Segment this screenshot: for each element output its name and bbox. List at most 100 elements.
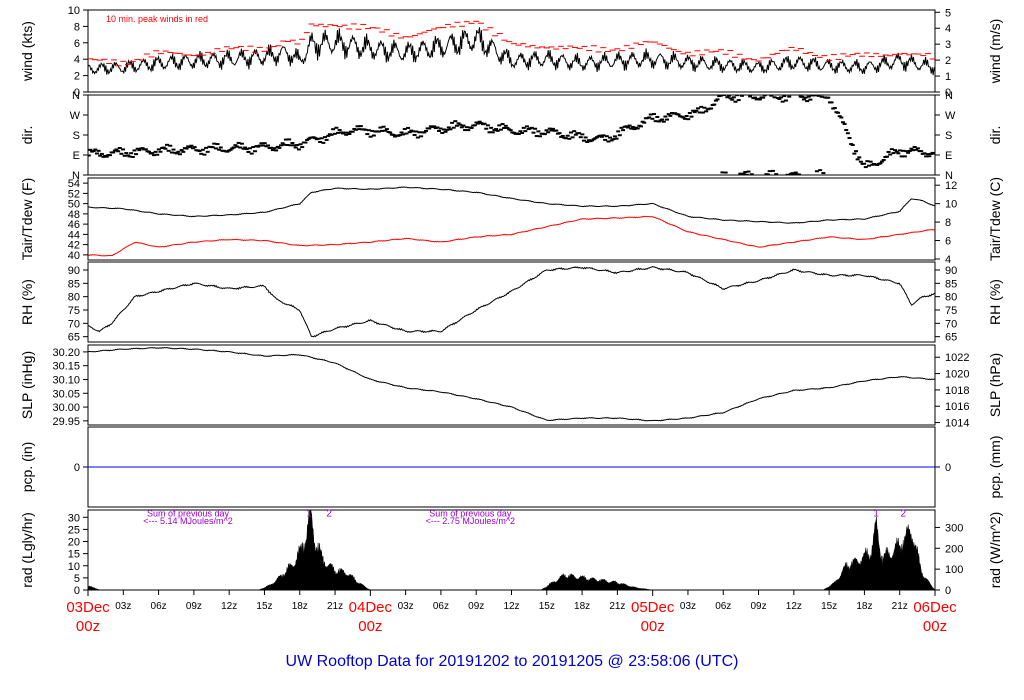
dir-series-dir xyxy=(88,95,935,175)
wind-frame xyxy=(87,9,936,93)
slp-left-tick-label: 30.05 xyxy=(52,388,80,400)
panel-rad: rad (Lgly/hr) rad (W/m^2)0510152025300100… xyxy=(19,509,1003,597)
rad-left-tick-label: 15 xyxy=(68,549,80,561)
x-tick-label: 18z xyxy=(856,601,872,612)
date-time-label: 00z xyxy=(358,618,382,635)
dir-right-tick-label: S xyxy=(945,130,952,142)
rad-sum-annotation: <--- 5.14 MJoules/m^2 xyxy=(143,516,233,526)
rad-peak-label: 2 xyxy=(326,509,332,520)
slp-left-tick-label: 30.00 xyxy=(52,402,80,414)
rh-left-tick-label: 85 xyxy=(68,278,80,290)
slp-right-tick-label: 1020 xyxy=(945,369,969,381)
x-tick-label: 03z xyxy=(115,601,131,612)
wind-left-tick-label: 0 xyxy=(74,87,80,99)
temp-left-tick-label: 42 xyxy=(68,240,80,252)
rad-series-rad xyxy=(88,510,935,590)
rad-sum-annotation: Sum of previous day xyxy=(429,509,512,519)
x-tick-label: 06z xyxy=(715,601,731,612)
x-tick-label: 06z xyxy=(151,601,167,612)
rh-right-tick-label: 90 xyxy=(945,265,957,277)
rad-peak-label: 2 xyxy=(900,509,906,520)
rad-right-tick-label: 300 xyxy=(945,522,963,534)
slp-ylabel-left: SLP (inHg) xyxy=(19,351,35,419)
temp-series-tair xyxy=(88,186,935,224)
dir-right-tick-label: E xyxy=(945,150,952,162)
slp-right-tick-label: 1018 xyxy=(945,385,969,397)
x-tick-label: 06z xyxy=(433,601,449,612)
time-axis: 03z 06z 09z 12z 15z 18z 21z 03z 06z 09z 12z 15z 18z 2… xyxy=(66,590,957,635)
rh-right-tick-label: 75 xyxy=(945,305,957,317)
temp-ylabel-left: Tair/Tdew (F) xyxy=(19,178,35,260)
footer-title: UW Rooftop Data for 20191202 to 20191205… xyxy=(286,653,739,670)
dir-left-tick-label: S xyxy=(73,130,80,142)
temp-right-tick-label: 12 xyxy=(945,180,957,192)
rh-right-tick-label: 70 xyxy=(945,318,957,330)
pcp-ylabel-right: pcp. (mm) xyxy=(987,436,1003,499)
temp-left-tick-label: 44 xyxy=(68,229,80,241)
wind-right-tick-label: 5 xyxy=(945,7,951,19)
wind-annotation: 10 min. peak winds in red xyxy=(106,14,208,24)
x-tick-label: 12z xyxy=(786,601,802,612)
pcp-ylabel-left: pcp. (in) xyxy=(19,442,35,493)
date-time-label: 00z xyxy=(923,618,947,635)
temp-left-tick-label: 48 xyxy=(68,209,80,221)
dir-ylabel-right: dir. xyxy=(987,126,1003,145)
date-label: 06Dec xyxy=(913,599,957,616)
slp-left-tick-label: 29.95 xyxy=(52,416,80,428)
date-time-label: 00z xyxy=(641,618,665,635)
dir-left-tick-label: E xyxy=(73,150,80,162)
slp-series-slp xyxy=(88,346,935,422)
x-tick-label: 03z xyxy=(680,601,696,612)
wind-left-tick-label: 8 xyxy=(74,21,80,33)
temp-right-tick-label: 8 xyxy=(945,217,951,229)
rh-series-rh xyxy=(88,266,935,338)
dir-frame xyxy=(87,94,936,176)
temp-left-tick-label: 54 xyxy=(68,178,80,190)
wind-plot-area xyxy=(88,20,935,76)
x-tick-label: 15z xyxy=(256,601,272,612)
rad-sum-annotation: Sum of previous day xyxy=(147,509,230,519)
wind-left-tick-label: 2 xyxy=(74,71,80,83)
temp-ylabel-right: Tair/Tdew (C) xyxy=(987,177,1003,261)
slp-left-tick-label: 30.20 xyxy=(52,347,80,359)
rad-peak-label: 1 xyxy=(306,509,312,520)
temp-right-tick-label: 6 xyxy=(945,236,951,248)
x-tick-label: 21z xyxy=(327,601,343,612)
rad-ylabel-right: rad (W/m^2) xyxy=(987,512,1003,589)
rh-left-tick-label: 80 xyxy=(68,292,80,304)
pcp-right-tick-label: 0 xyxy=(945,462,951,474)
wind-right-tick-label: 3 xyxy=(945,39,951,51)
temp-left-tick-label: 52 xyxy=(68,188,80,200)
dir-right-tick-label: N xyxy=(945,170,953,182)
rad-right-tick-label: 200 xyxy=(945,543,963,555)
x-tick-label: 18z xyxy=(292,601,308,612)
x-tick-label: 12z xyxy=(503,601,519,612)
rh-left-tick-label: 65 xyxy=(68,332,80,344)
rad-peak-label: 1 xyxy=(873,509,879,520)
dir-left-tick-label: W xyxy=(70,110,81,122)
slp-left-tick-label: 30.10 xyxy=(52,374,80,386)
temp-series-tdew xyxy=(88,215,935,257)
date-label: 03Dec xyxy=(66,599,110,616)
wind-series-10-min-peak-winds xyxy=(88,20,935,67)
rh-right-tick-label: 85 xyxy=(945,278,957,290)
slp-right-tick-label: 1016 xyxy=(945,401,969,413)
rad-left-tick-label: 0 xyxy=(74,585,80,597)
dir-ylabel-left: dir. xyxy=(19,126,35,145)
date-label: 05Dec xyxy=(631,599,675,616)
rh-left-tick-label: 90 xyxy=(68,265,80,277)
wind-left-tick-label: 4 xyxy=(74,54,80,66)
rad-sum-annotation: <--- 2.75 MJoules/m^2 xyxy=(426,516,516,526)
panel-pcp: pcp. (in) pcp. (mm) 0 0 xyxy=(19,426,1003,508)
wind-left-tick-label: 6 xyxy=(74,38,80,50)
slp-right-tick-label: 1022 xyxy=(945,352,969,364)
slp-ylabel-right: SLP (hPa) xyxy=(987,353,1003,417)
dir-left-tick-label: N xyxy=(72,170,80,182)
rad-left-tick-label: 10 xyxy=(68,561,80,573)
wind-ylabel-left: wind (kts) xyxy=(19,21,35,82)
dir-plot-area xyxy=(88,95,935,175)
date-label: 04Dec xyxy=(349,599,393,616)
